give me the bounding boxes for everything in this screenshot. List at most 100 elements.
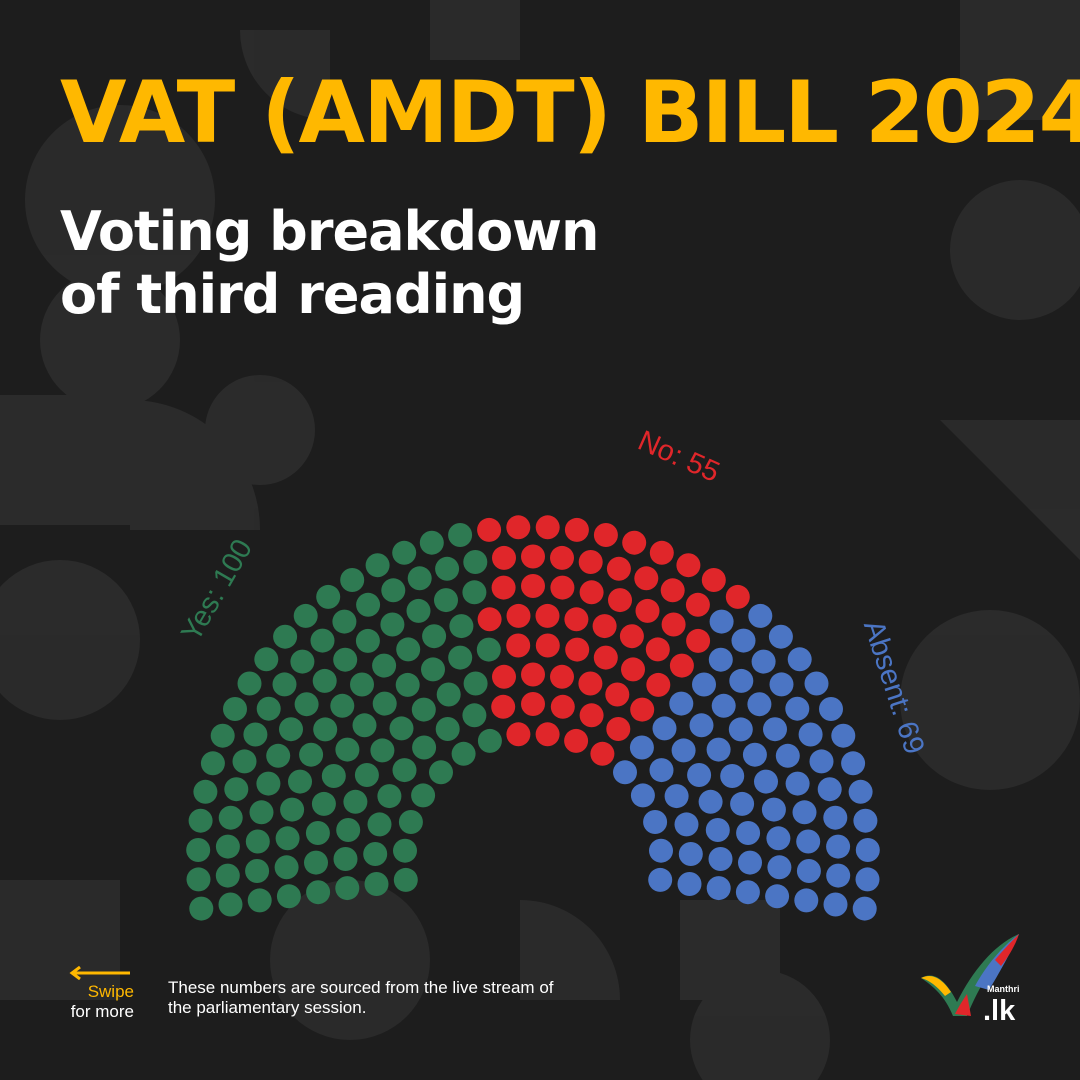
seat-yes [237,671,262,696]
seat-yes [243,722,268,747]
seat-yes [436,682,461,707]
seat-yes [406,598,431,623]
seat-no [579,580,604,605]
seat-yes [186,838,211,862]
manthri-logo: Manthri .lk [921,934,1020,1025]
seat-yes [274,855,299,880]
seat-yes [266,743,291,768]
seat-absent [669,691,694,716]
seat-yes [188,808,213,833]
seat-no [669,653,694,678]
seat-yes [288,769,312,794]
seat-absent [649,758,674,783]
seat-no [550,694,575,719]
seat-no [676,553,701,578]
seat-absent [731,628,756,653]
seat-yes [398,810,423,834]
seat-no [477,517,502,542]
seat-no [606,717,631,741]
seat-no [506,603,531,628]
seat-yes [422,624,447,649]
seat-yes [330,693,355,718]
seat-yes [232,749,257,774]
seat-absent [754,769,778,794]
seat-yes [396,637,421,662]
seat-no [686,628,711,653]
seat-yes [336,818,361,842]
seat-absent [708,847,733,871]
seat-yes [312,668,337,693]
seat-absent [796,859,821,883]
seat-absent [841,751,866,776]
seat-yes [448,523,473,547]
seat-no [550,575,575,600]
seat-yes [316,584,341,609]
seat-yes [393,867,418,892]
seat-absent [775,743,800,768]
seat-absent [766,826,791,851]
seat-absent [748,603,773,628]
seat-yes [249,800,274,825]
seat-yes [293,603,318,628]
seat-no [492,545,516,570]
seat-yes [380,612,405,637]
seat-yes [411,697,436,722]
seat-yes [256,696,281,721]
seat-no [535,722,560,747]
seat-yes [224,777,249,802]
seat-yes [311,791,336,816]
seat-yes [223,697,247,721]
seat-no [661,612,686,637]
seat-no [564,517,589,542]
seat-yes [389,716,414,741]
seat-yes [411,783,436,808]
seat-no [635,598,660,623]
page-title: VAT (AMDT) BILL 2024 [60,63,1080,163]
arrow-left-icon [69,966,130,980]
seat-no [578,671,603,696]
seat-no [565,637,590,662]
seat-no [606,556,631,581]
swipe-hint[interactable]: Swipe for more [58,966,134,1022]
seat-no [521,692,545,716]
seat-no [590,741,615,766]
seat-yes [256,771,281,796]
seat-yes [363,842,388,866]
seat-absent [692,672,716,697]
seat-absent [664,784,689,809]
seat-no [521,574,545,598]
seat-absent [826,863,851,888]
seat-no [535,515,560,540]
seat-yes [350,672,374,697]
seat-yes [463,550,488,574]
seat-yes [200,751,225,776]
logo-small-text: Manthri [987,984,1020,994]
seat-absent [823,805,848,830]
seat-absent [852,896,877,921]
seat-absent [729,668,754,693]
legend-label-yes: Yes: 100 [175,534,259,647]
seat-absent [831,723,856,748]
seat-yes [313,717,338,742]
seat-no [725,584,750,609]
seat-yes [299,742,324,767]
seat-absent [747,692,772,717]
seat-yes [377,784,402,809]
logo-big-text: .lk [983,995,1016,1025]
seat-absent [708,647,733,672]
seat-yes [381,578,406,603]
seat-absent [751,649,776,674]
seat-no [685,592,710,617]
seat-yes [245,829,270,854]
seat-absent [742,742,767,767]
seat-absent [738,850,762,875]
seat-yes [273,624,298,649]
seat-absent [785,771,810,796]
seat-absent [804,671,829,696]
seat-yes [421,657,445,682]
seat-absent [769,672,794,697]
seat-yes [365,553,390,578]
seat-yes [294,692,319,717]
seat-yes [367,812,392,837]
seat-yes [276,884,301,909]
